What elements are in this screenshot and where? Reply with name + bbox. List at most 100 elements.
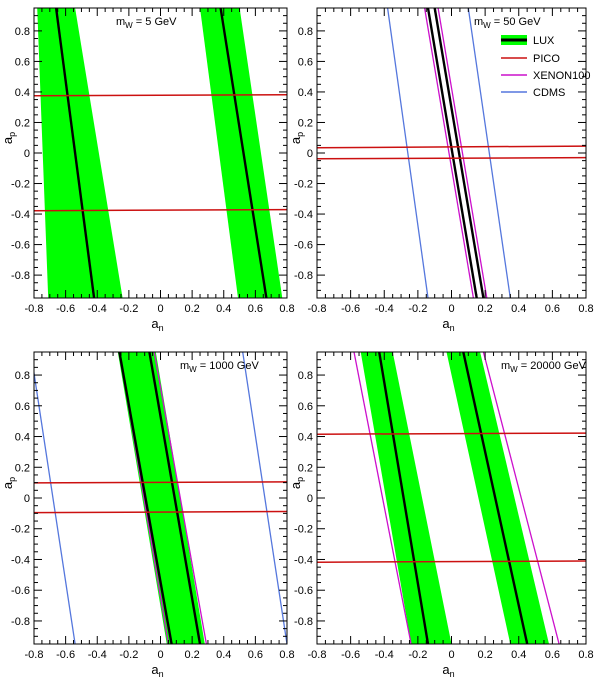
y-tick-label: 0 — [24, 148, 30, 160]
y-tick-label: 0.4 — [15, 432, 30, 444]
x-tick-label: 0.4 — [511, 649, 526, 661]
pico-line-2 — [34, 510, 287, 514]
xenon100-line-1 — [353, 352, 412, 644]
y-axis-label: ap — [288, 132, 305, 144]
pico-line-1 — [317, 145, 586, 149]
y-tick-label: -0.4 — [11, 209, 30, 221]
y-axis-label: ap — [0, 132, 17, 144]
x-tick-label: 0 — [157, 303, 163, 315]
legend-entry-lux: LUX — [533, 35, 555, 47]
legend-entry-pico: PICO — [533, 53, 560, 65]
x-tick-label: 0.8 — [279, 303, 294, 315]
x-axis-label: an — [151, 662, 163, 679]
x-tick-label: -0.8 — [308, 649, 327, 661]
lux-band-1 — [37, 8, 123, 298]
y-tick-label: 0.2 — [15, 117, 30, 129]
x-axis-label: an — [151, 316, 163, 333]
y-tick-label: -0.2 — [11, 524, 30, 536]
pico-line-1 — [34, 93, 287, 97]
pico-line-2 — [317, 156, 586, 160]
lux-line-1 — [378, 352, 430, 644]
x-tick-label: -0.6 — [56, 303, 75, 315]
y-axis-label: ap — [0, 477, 17, 489]
y-tick-label: -0.2 — [11, 179, 30, 191]
x-tick-label: -0.8 — [25, 303, 44, 315]
y-tick-label: 0.8 — [15, 370, 30, 382]
lux-line-1 — [118, 352, 173, 644]
y-tick-label: -0.6 — [11, 585, 30, 597]
x-tick-label: 0 — [448, 303, 454, 315]
xenon100-line-2 — [153, 352, 208, 644]
y-tick-label: -0.8 — [294, 270, 313, 282]
legend-entry-xenon100: XENON100 — [533, 70, 590, 82]
y-tick-label: -0.2 — [294, 179, 313, 191]
y-tick-label: -0.8 — [294, 616, 313, 628]
lux-line-1 — [426, 8, 478, 298]
y-tick-label: -0.4 — [11, 554, 30, 566]
y-tick-label: -0.8 — [11, 616, 30, 628]
y-tick-label: 0.2 — [298, 117, 313, 129]
lux-band-1 — [117, 352, 205, 644]
x-axis-label: an — [442, 316, 454, 333]
y-tick-label: 0.6 — [15, 401, 30, 413]
panel-title: mW = 20000 GeV — [501, 360, 587, 374]
plot-frame — [316, 351, 587, 645]
pico-line-2 — [317, 560, 586, 563]
lux-line-2 — [219, 8, 268, 298]
y-tick-label: 0.2 — [298, 462, 313, 474]
pico-line-1 — [317, 432, 586, 435]
panel-2: -0.8 -0.6 -0.4 -0.2 0 0.2 0.4 0.6 0.8 -0.8 -0.6 -0.… — [288, 7, 594, 333]
y-tick-label: -0.4 — [294, 209, 313, 221]
x-tick-label: 0.2 — [477, 303, 492, 315]
x-tick-label: 0.6 — [248, 303, 263, 315]
x-tick-label: -0.4 — [375, 649, 394, 661]
x-tick-label: -0.2 — [408, 649, 427, 661]
x-tick-label: -0.6 — [56, 649, 75, 661]
xenon100-line-2 — [437, 8, 488, 298]
y-tick-label: 0 — [307, 148, 313, 160]
cdms-line-2 — [467, 8, 511, 298]
y-tick-label: -0.6 — [11, 240, 30, 252]
x-tick-label: 0.4 — [511, 303, 526, 315]
x-tick-label: 0 — [157, 649, 163, 661]
x-tick-label: 0.6 — [545, 303, 560, 315]
x-tick-label: 0.2 — [184, 303, 199, 315]
y-tick-label: 0.4 — [15, 87, 30, 99]
panel-4: -0.8 -0.6 -0.4 -0.2 0 0.2 0.4 0.6 0.8 -0.8 -0.6 -0.… — [288, 351, 594, 679]
x-tick-label: 0.4 — [216, 303, 231, 315]
x-axis-label: an — [442, 662, 454, 679]
x-tick-label: 0.8 — [578, 649, 593, 661]
pico-line-1 — [34, 481, 287, 484]
pico-line-2 — [34, 208, 287, 212]
x-tick-label: 0.8 — [279, 649, 294, 661]
cdms-line-2 — [242, 352, 287, 644]
cdms-line-1 — [34, 368, 76, 644]
x-tick-label: -0.2 — [119, 649, 138, 661]
y-tick-label: 0 — [307, 493, 313, 505]
x-tick-label: -0.6 — [341, 303, 360, 315]
lux-line-2 — [148, 352, 202, 644]
x-tick-label: 0 — [448, 649, 454, 661]
panel-title: mW = 1000 GeV — [180, 360, 259, 374]
x-tick-label: 0.2 — [477, 649, 492, 661]
plot-area — [317, 8, 586, 298]
y-tick-label: 0.6 — [298, 401, 313, 413]
lux-line-2 — [462, 352, 529, 644]
cdms-line-1 — [386, 8, 429, 298]
y-tick-label: 0.8 — [298, 370, 313, 382]
x-tick-label: 0.2 — [184, 649, 199, 661]
lux-line-1 — [54, 8, 96, 298]
lux-line-2 — [433, 8, 485, 298]
panel-title: mW = 5 GeV — [116, 16, 177, 30]
x-tick-label: -0.8 — [308, 303, 327, 315]
x-tick-label: 0.6 — [545, 649, 560, 661]
x-tick-label: 0.6 — [248, 649, 263, 661]
y-tick-label: 0.2 — [15, 462, 30, 474]
legend: LUX PICO XENON100 CDMS — [501, 35, 590, 99]
y-tick-label: -0.6 — [294, 240, 313, 252]
y-axis-label: ap — [288, 477, 305, 489]
x-tick-label: 0.4 — [216, 649, 231, 661]
x-tick-label: -0.6 — [341, 649, 360, 661]
x-tick-label: 0.8 — [578, 303, 593, 315]
y-tick-label: 0.6 — [298, 56, 313, 68]
